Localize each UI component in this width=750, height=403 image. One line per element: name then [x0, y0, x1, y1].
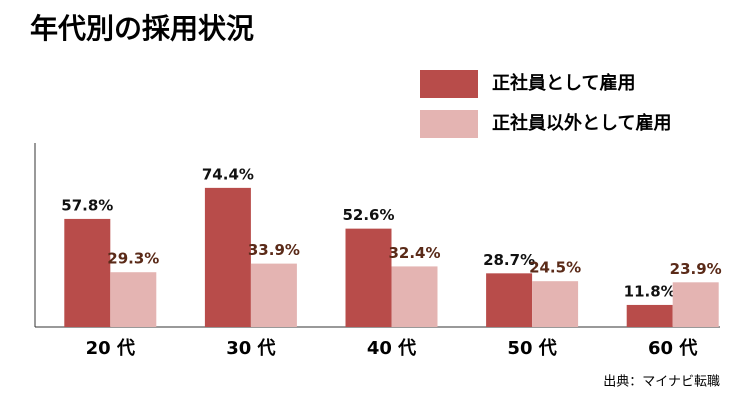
source: 出典：マイナビ転職 — [603, 375, 720, 390]
data-label: 74.4% — [202, 165, 254, 183]
data-label: 24.5% — [529, 259, 581, 277]
data-label: 28.7% — [483, 251, 535, 269]
bar — [345, 228, 392, 327]
data-label: 29.3% — [107, 250, 159, 268]
data-label: 33.9% — [248, 241, 300, 259]
bar — [204, 187, 251, 327]
bar — [64, 218, 111, 327]
data-label: 23.9% — [670, 260, 722, 278]
chart-title: 年代別の採用状況 — [30, 12, 254, 45]
x-tick-label: 40 代 — [367, 338, 416, 359]
bar — [486, 273, 533, 327]
bar — [250, 263, 297, 327]
legend-swatch — [420, 70, 478, 98]
data-label: 57.8% — [61, 196, 113, 214]
x-tick-label: 30 代 — [226, 338, 275, 359]
bar — [110, 272, 157, 327]
bar — [532, 281, 579, 327]
data-label: 11.8% — [624, 282, 676, 300]
legend-swatch — [420, 110, 478, 138]
data-label: 32.4% — [388, 244, 440, 262]
x-tick-label: 50 代 — [507, 338, 556, 359]
legend-label: 正社員以外として雇用 — [492, 112, 671, 134]
legend-label: 正社員として雇用 — [492, 72, 635, 94]
x-tick-label: 60 代 — [648, 338, 697, 359]
bar — [391, 266, 438, 327]
bar — [672, 282, 719, 327]
data-label: 52.6% — [342, 206, 394, 224]
x-tick-label: 20 代 — [86, 338, 135, 359]
bar — [626, 304, 673, 327]
